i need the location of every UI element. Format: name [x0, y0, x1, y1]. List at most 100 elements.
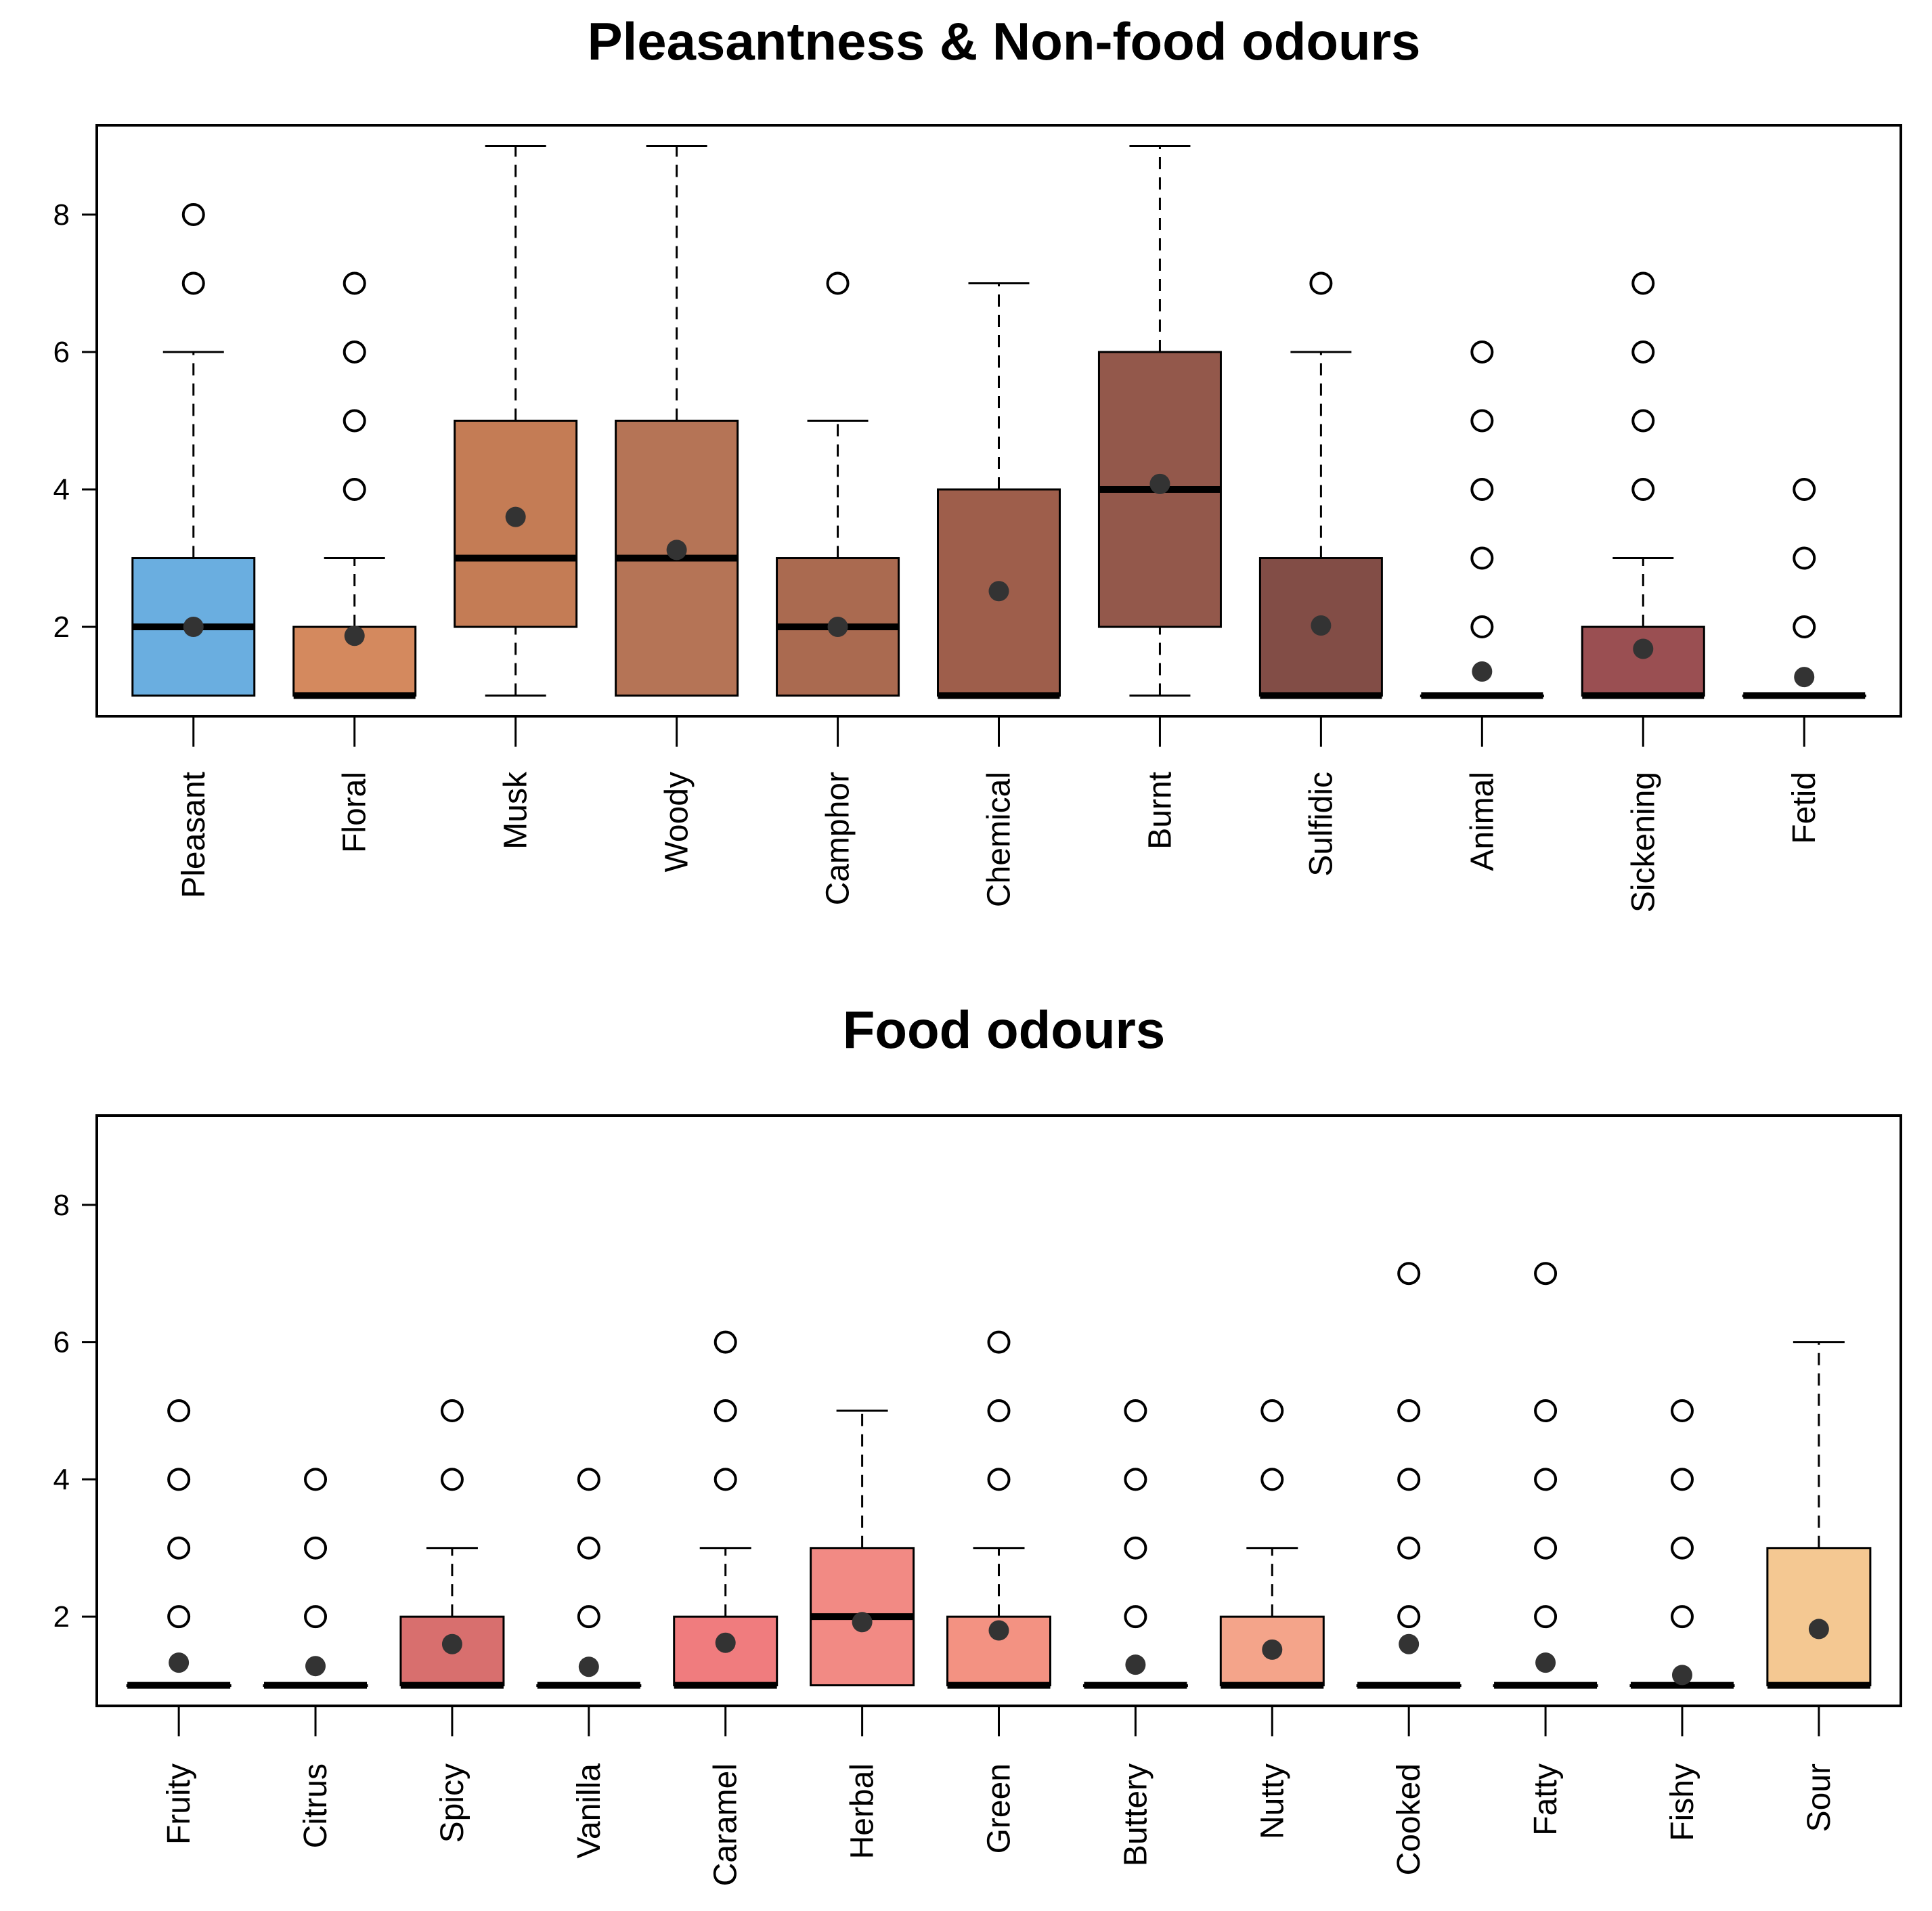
outlier-point — [343, 340, 366, 364]
mean-point — [1535, 1652, 1556, 1673]
box-nutty — [1219, 1399, 1325, 1689]
outlier-point — [343, 478, 366, 502]
outlier-point — [987, 1468, 1011, 1491]
outlier-point — [987, 1399, 1011, 1422]
outlier-point — [1124, 1399, 1147, 1422]
outlier-point — [181, 202, 205, 226]
x-tick-label: Caramel — [708, 1763, 744, 1886]
outlier-point — [343, 409, 366, 433]
x-tick-label: Woody — [659, 772, 695, 873]
mean-point — [1399, 1633, 1420, 1654]
box-body — [1581, 625, 1705, 697]
x-tick-label: Burnt — [1142, 772, 1178, 850]
outlier-point — [1534, 1399, 1558, 1422]
box-pleasant — [131, 202, 256, 697]
outlier-point — [1260, 1399, 1284, 1422]
x-tick-label: Animal — [1464, 772, 1500, 871]
box-body — [1766, 1547, 1872, 1687]
outlier-point — [304, 1536, 328, 1560]
box-chemical — [937, 282, 1061, 699]
box-fetid — [1742, 478, 1866, 699]
x-tick-label: Pleasant — [176, 772, 212, 898]
outlier-point — [1534, 1262, 1558, 1286]
mean-point — [1808, 1619, 1829, 1640]
x-tick-label: Buttery — [1118, 1763, 1154, 1866]
y-tick-label: 2 — [53, 611, 70, 644]
outlier-point — [1670, 1605, 1694, 1629]
box-herbal — [810, 1409, 915, 1687]
outlier-point — [1470, 546, 1494, 570]
chart-title: Pleasantness & Non-food odours — [588, 12, 1421, 71]
x-tick-label: Floral — [337, 772, 373, 853]
box-animal — [1420, 340, 1544, 699]
outlier-point — [1397, 1399, 1421, 1422]
outlier-point — [1397, 1468, 1421, 1491]
mean-point — [827, 617, 848, 638]
outlier-point — [1397, 1262, 1421, 1286]
x-tick-label: Vanilla — [571, 1763, 607, 1859]
box-fatty — [1493, 1262, 1598, 1689]
outlier-point — [713, 1399, 737, 1422]
y-tick-label: 8 — [53, 1189, 70, 1222]
outlier-point — [577, 1468, 600, 1491]
x-tick-label: Cooked — [1391, 1763, 1427, 1875]
outlier-point — [343, 271, 366, 295]
box-fishy — [1629, 1399, 1735, 1689]
outlier-point — [167, 1605, 191, 1629]
x-tick-label: Fishy — [1665, 1763, 1700, 1841]
mean-point — [988, 581, 1009, 602]
outlier-point — [1534, 1605, 1558, 1629]
outlier-point — [713, 1468, 737, 1491]
y-tick-label: 6 — [53, 1326, 70, 1359]
box-sickening — [1581, 271, 1705, 699]
outlier-point — [1397, 1536, 1421, 1560]
outlier-point — [167, 1399, 191, 1422]
x-tick-label: Fruity — [161, 1763, 197, 1845]
mean-point — [988, 1620, 1009, 1641]
outlier-point — [304, 1468, 328, 1491]
x-tick-label: Nutty — [1254, 1763, 1290, 1839]
outlier-point — [1309, 271, 1333, 295]
panel-nonfood: Pleasantness & Non-food odours 2 4 6 8 Pleas… — [53, 12, 1902, 913]
mean-point — [305, 1656, 326, 1677]
box-burnt — [1097, 144, 1222, 697]
box-cooked — [1356, 1262, 1462, 1689]
mean-point — [183, 617, 204, 638]
box-woody — [615, 144, 739, 697]
box-caramel — [673, 1330, 778, 1689]
outlier-point — [1631, 340, 1655, 364]
box-sulfidic — [1258, 271, 1383, 699]
x-tick-label: Citrus — [298, 1763, 334, 1848]
outlier-point — [1670, 1536, 1694, 1560]
mean-point — [1671, 1665, 1692, 1686]
x-tick-label: Sickening — [1625, 772, 1661, 913]
outlier-point — [1470, 615, 1494, 639]
x-tick-label: Green — [982, 1763, 1017, 1853]
mean-point — [1125, 1654, 1146, 1675]
mean-point — [852, 1612, 873, 1633]
x-tick-label: Sour — [1801, 1763, 1837, 1832]
outlier-point — [167, 1536, 191, 1560]
outlier-point — [1124, 1536, 1147, 1560]
outlier-point — [1470, 340, 1494, 364]
outlier-point — [1793, 615, 1816, 639]
outlier-point — [181, 271, 205, 295]
box-musk — [454, 144, 578, 697]
box-buttery — [1082, 1399, 1188, 1689]
box-vanilla — [536, 1468, 642, 1689]
outlier-point — [1793, 478, 1816, 502]
outlier-point — [1631, 271, 1655, 295]
box-floral — [292, 271, 417, 699]
outlier-point — [1470, 409, 1494, 433]
mean-point — [169, 1652, 190, 1673]
outlier-point — [1534, 1536, 1558, 1560]
mean-point — [344, 625, 365, 646]
mean-point — [666, 540, 687, 561]
box-camphor — [776, 271, 900, 697]
box-sour — [1766, 1341, 1872, 1689]
outlier-point — [826, 271, 850, 295]
y-tick-label: 2 — [53, 1600, 70, 1633]
outlier-point — [1631, 409, 1655, 433]
x-tick-label: Fatty — [1528, 1763, 1564, 1836]
box-fruity — [126, 1399, 232, 1689]
